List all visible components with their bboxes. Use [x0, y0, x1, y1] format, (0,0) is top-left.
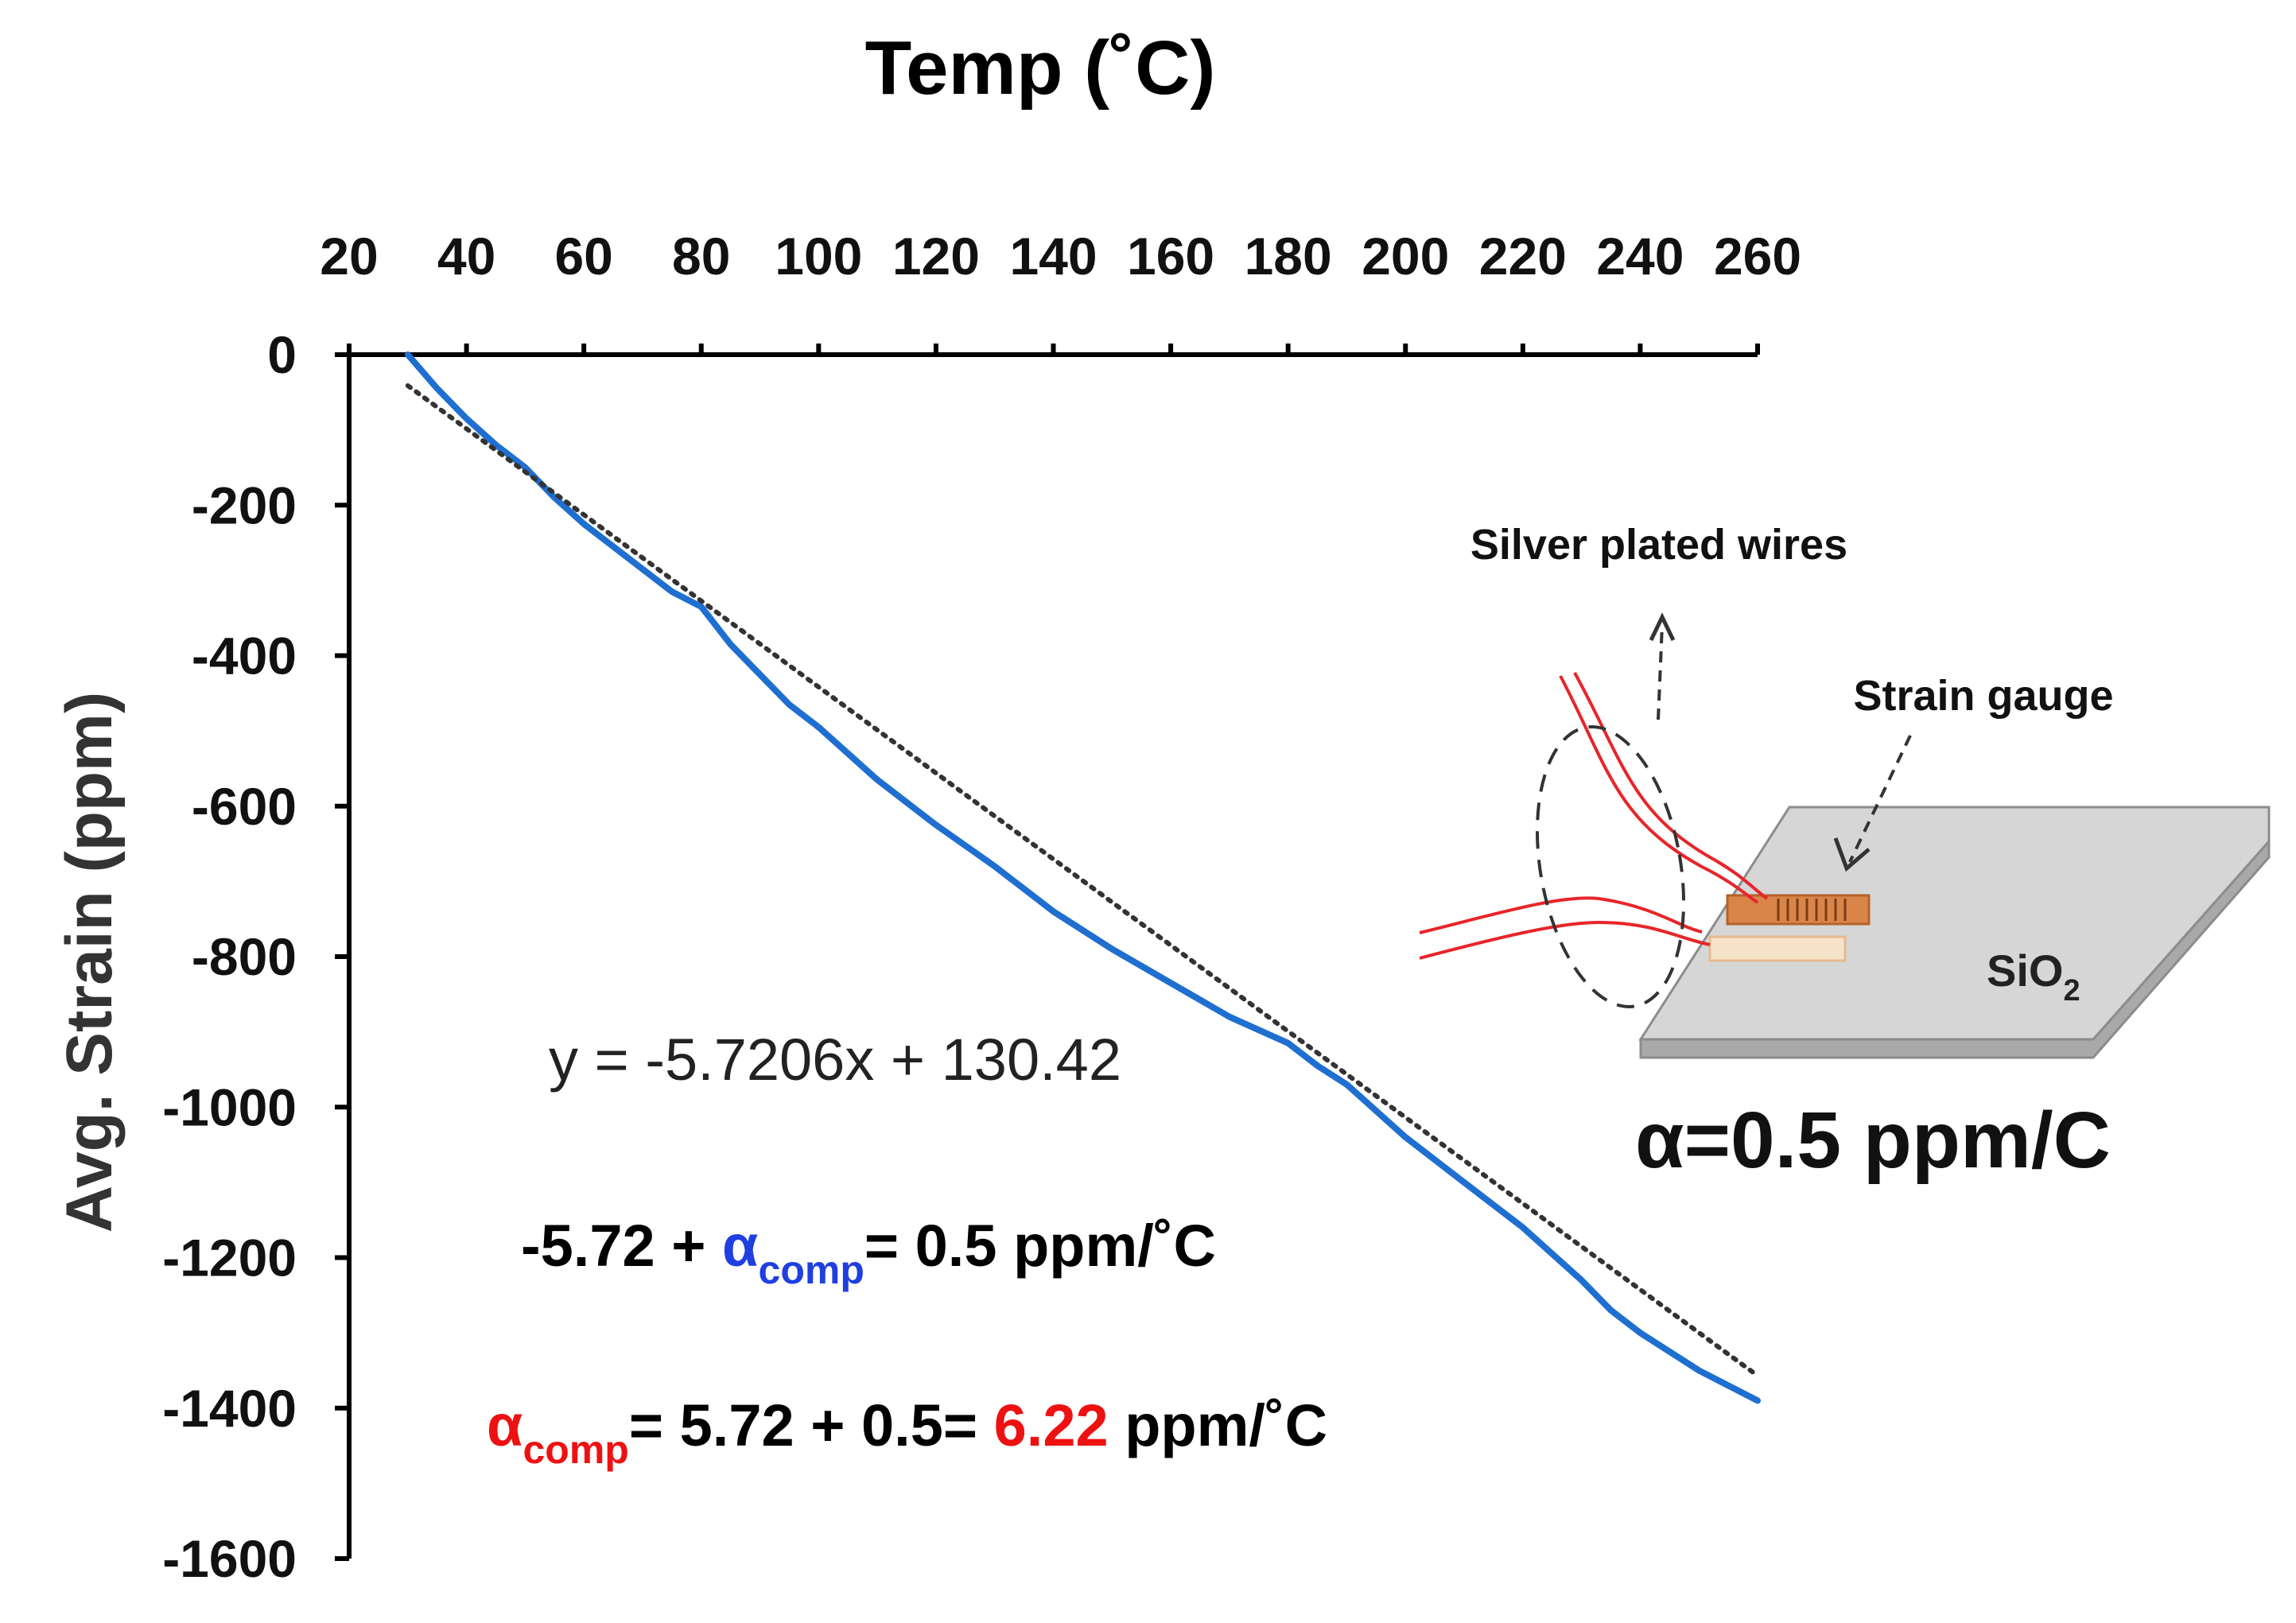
strain-series-line [404, 351, 1761, 1404]
x-tick-label: 180 [1245, 227, 1332, 285]
substrate-label: SiO2 [1987, 945, 2080, 1008]
formula1-alpha-subscript: comp [759, 1248, 864, 1292]
series [404, 351, 1761, 1404]
formula-alpha-sum: -5.72 + αcomp= 0.5 ppm/˚C [521, 1213, 1216, 1292]
formula-alpha-comp: αcomp= 5.72 + 0.5= 6.22 ppm/˚C [487, 1392, 1327, 1472]
x-tick-label: 100 [775, 227, 862, 285]
x-ticks: 20 40 60 80 100 120 140 160 180 200 220 240 260 [320, 227, 1801, 355]
wires-arrow-head-icon [1649, 612, 1676, 642]
x-tick-label: 80 [672, 227, 730, 285]
y-ticks: 0 -200 -400 -600 -800 -1000 -1200 -1400 -1600 [162, 325, 349, 1588]
substrate-cte-label: α=0.5 ppm/C [1635, 1096, 2111, 1185]
y-tick-label: -200 [192, 476, 297, 534]
formula2-value: 6.22 [994, 1392, 1109, 1458]
trendline-equation: y = -5.7206x + 130.42 [549, 1027, 1121, 1093]
x-tick-label: 200 [1362, 227, 1449, 285]
formula1-alpha: α [722, 1213, 759, 1279]
x-tick-label: 160 [1127, 227, 1214, 285]
x-tick-label: 220 [1479, 227, 1567, 285]
y-tick-label: 0 [267, 325, 297, 384]
chart-title: Temp (˚C) [865, 25, 1216, 111]
substrate-label-subscript: 2 [2063, 974, 2080, 1008]
formula2-unit: ppm/˚C [1109, 1392, 1327, 1458]
y-tick-label: -600 [192, 777, 297, 836]
secondary-gauge [1708, 935, 1847, 962]
x-tick-label: 40 [437, 227, 495, 285]
formula2-alpha-subscript: comp [523, 1427, 629, 1472]
y-tick-label: -1000 [162, 1077, 297, 1136]
y-tick-label: -1600 [162, 1529, 297, 1588]
gauge-arrow [1848, 735, 1912, 863]
gauge-arrow-head-icon [1833, 837, 1871, 872]
substrate-label-main: SiO [1987, 945, 2063, 996]
y-tick-label: -400 [192, 627, 297, 685]
wires-arrow [1657, 624, 1664, 720]
formula2-alpha: α [487, 1392, 523, 1458]
linear-fit-line [405, 383, 1760, 1378]
y-tick-label: -1200 [162, 1229, 297, 1287]
x-tick-label: 140 [1009, 227, 1097, 285]
gauge-grid [1777, 899, 1847, 921]
sio2-plate-top [1638, 806, 2271, 1041]
x-tick-label: 60 [554, 227, 612, 285]
x-tick-label: 240 [1596, 227, 1684, 285]
gauge-label: Strain gauge [1853, 672, 2113, 720]
wires-label: Silver plated wires [1470, 521, 1847, 569]
x-tick-label: 260 [1714, 227, 1801, 285]
strain-gauge-inset: Silver plated wires Strain gauge SiO2 α=… [1419, 521, 2271, 1185]
x-tick-label: 120 [892, 227, 980, 285]
formula1-lead: -5.72 + [521, 1213, 722, 1279]
y-axis-label: Avg. Strain (ppm) [53, 692, 126, 1233]
formula2-mid: = 5.72 + 0.5= [629, 1392, 994, 1458]
y-tick-label: -800 [192, 927, 297, 986]
x-tick-label: 20 [320, 227, 378, 285]
y-tick-label: -1400 [162, 1379, 297, 1438]
wires-highlight-ellipse [1535, 725, 1686, 1008]
formula1-tail: = 0.5 ppm/˚C [864, 1213, 1216, 1279]
